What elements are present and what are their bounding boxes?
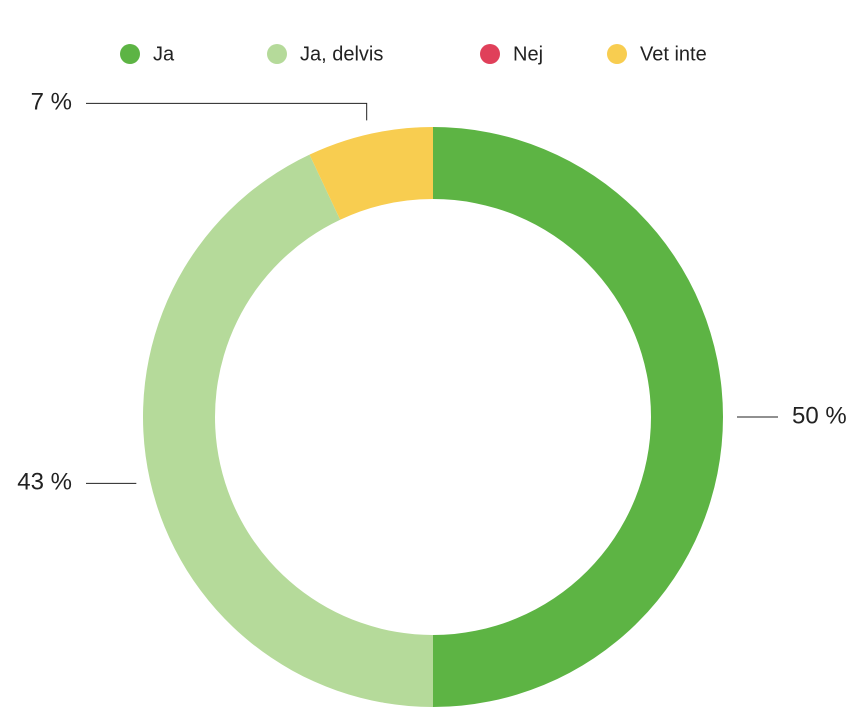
legend-label: Ja [153,43,175,65]
leader-line [86,102,368,121]
legend-marker [607,44,627,64]
legend-marker [480,44,500,64]
legend-marker [120,44,140,64]
donut-slice [309,127,433,220]
legend-label: Nej [513,43,543,65]
donut-slice [143,154,434,707]
data-label: 43 % [17,469,72,496]
legend-label: Ja, delvis [300,43,383,65]
legend-label: Vet inte [640,43,707,65]
donut-slice [433,127,723,707]
data-label: 50 % [792,402,847,429]
data-label: 7 % [31,89,72,116]
legend-marker [267,44,287,64]
